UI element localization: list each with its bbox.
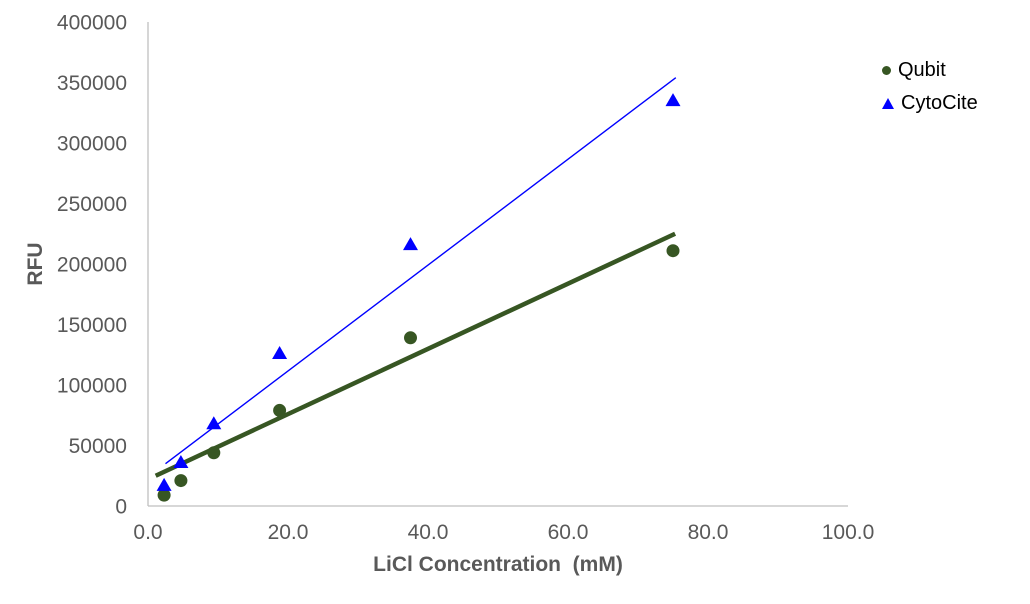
x-tick-label: 20.0 — [268, 521, 309, 544]
y-tick-label: 150000 — [57, 314, 127, 337]
x-tick-label: 40.0 — [408, 521, 449, 544]
qubit-data-point — [207, 446, 221, 460]
legend-label-qubit: Qubit — [898, 59, 946, 81]
cytocite-data-point — [665, 93, 681, 107]
legend-item-cytocite: CytoCite — [882, 91, 978, 116]
cytocite-data-point — [272, 346, 288, 360]
x-tick-label: 80.0 — [688, 521, 729, 544]
legend-item-qubit: Qubit — [882, 58, 978, 83]
cytocite-data-point — [403, 237, 418, 251]
y-tick-label: 0 — [115, 496, 127, 519]
cytocite-trendline — [165, 77, 677, 465]
qubit-data-point — [404, 331, 417, 345]
y-tick-label: 400000 — [57, 12, 127, 35]
qubit-data-point — [666, 244, 680, 258]
y-tick-label: 350000 — [57, 72, 127, 95]
y-axis-title: RFU — [24, 242, 47, 286]
qubit-data-point — [174, 474, 188, 488]
cytocite-triangle-marker-icon — [882, 98, 894, 109]
y-tick-label: 100000 — [57, 375, 127, 398]
qubit-data-point — [157, 488, 171, 502]
y-tick-label: 300000 — [57, 133, 127, 156]
legend-label-cytocite: CytoCite — [901, 92, 978, 114]
y-tick-label: 50000 — [69, 435, 127, 458]
qubit-circle-marker-icon — [882, 66, 891, 75]
x-axis-title: LiCl Concentration (mM) — [373, 553, 623, 576]
x-tick-label: 60.0 — [548, 521, 589, 544]
y-tick-label: 200000 — [57, 254, 127, 277]
legend: Qubit CytoCite — [882, 58, 978, 124]
cytocite-data-point — [173, 454, 189, 468]
y-tick-label: 250000 — [57, 193, 127, 216]
x-tick-label: 100.0 — [822, 521, 875, 544]
cytocite-data-point — [156, 477, 172, 491]
cytocite-data-point — [206, 416, 222, 430]
x-tick-label: 0.0 — [133, 521, 162, 544]
qubit-data-point — [273, 403, 287, 417]
qubit-trendline — [154, 231, 677, 478]
